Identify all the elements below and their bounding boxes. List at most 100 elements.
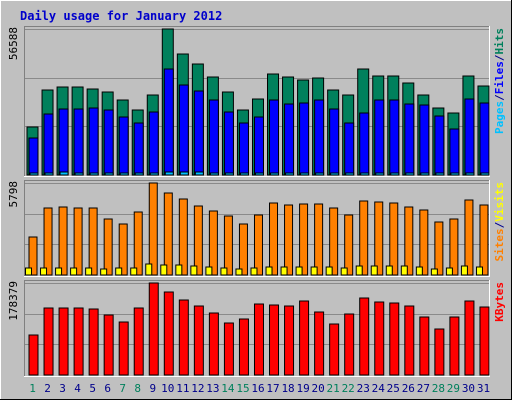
bar-files-day-30 [464, 98, 475, 176]
day-label-12: 12 [191, 382, 204, 395]
bar-visits-day-13 [205, 266, 213, 276]
day-label-4: 4 [74, 382, 81, 395]
legend-item-kbytes: KBytes [493, 282, 506, 322]
bar-visits-day-22 [340, 267, 348, 276]
bar-sites-day-18 [284, 204, 294, 276]
bar-sites-day-12 [193, 205, 203, 276]
bar-kbytes-day-21 [329, 323, 340, 376]
day-label-28: 28 [432, 382, 445, 395]
bar-kbytes-day-3 [58, 307, 69, 376]
bar-files-day-25 [389, 99, 400, 176]
bar-kbytes-day-24 [374, 301, 385, 376]
bar-kbytes-day-2 [43, 307, 54, 376]
bar-files-day-18 [284, 103, 295, 176]
bar-sites-day-4 [73, 207, 83, 276]
bar-sites-day-9 [148, 182, 158, 276]
bar-pages-day-19 [300, 172, 310, 176]
bar-pages-day-5 [89, 172, 99, 176]
bar-files-day-1 [28, 137, 39, 176]
bar-pages-day-2 [44, 172, 54, 176]
bar-sites-day-2 [43, 207, 53, 276]
day-label-27: 27 [417, 382, 430, 395]
bar-kbytes-day-31 [479, 306, 490, 376]
bar-pages-day-10 [164, 171, 174, 176]
day-label-19: 19 [296, 382, 309, 395]
bar-files-day-23 [359, 112, 370, 176]
bar-visits-day-3 [55, 267, 63, 276]
bar-kbytes-day-5 [88, 308, 99, 376]
y-axis-max-label: 178379 [7, 281, 20, 321]
bar-sites-day-22 [344, 214, 354, 276]
day-label-23: 23 [357, 382, 370, 395]
bar-files-day-9 [148, 111, 159, 176]
bar-pages-day-13 [209, 172, 219, 176]
legend-item-: / [493, 54, 506, 61]
x-axis-day-labels: 1 2 3 4 5 6 7 8 9 10 11 12 13 14 15 16 17 18 19 20 21 22 23 24 2… [29, 382, 490, 395]
day-label-21: 21 [327, 382, 340, 395]
day-label-14: 14 [221, 382, 235, 395]
bar-files-day-16 [253, 116, 264, 176]
bar-sites-day-14 [223, 215, 233, 276]
bar-visits-day-8 [130, 267, 138, 276]
bar-kbytes-day-27 [419, 316, 430, 376]
bar-kbytes-day-4 [73, 307, 84, 376]
bar-visits-day-24 [370, 265, 378, 276]
bar-sites-day-29 [449, 218, 459, 276]
bar-pages-day-14 [224, 172, 234, 176]
bar-kbytes-day-20 [314, 311, 325, 376]
bar-kbytes-day-28 [434, 328, 445, 376]
bar-pages-day-22 [345, 172, 355, 176]
bar-visits-day-15 [235, 268, 243, 276]
bar-sites-day-27 [419, 209, 429, 276]
bar-kbytes-day-11 [178, 299, 189, 376]
day-label-31: 31 [477, 382, 490, 395]
bar-sites-day-10 [163, 192, 173, 276]
bar-sites-day-31 [479, 204, 489, 276]
bar-pages-day-29 [450, 172, 460, 176]
bar-pages-day-4 [74, 172, 84, 176]
y-axis-max-label: 56588 [7, 27, 20, 60]
bar-files-day-13 [208, 99, 219, 176]
bar-visits-day-25 [385, 265, 393, 276]
bar-visits-day-31 [475, 266, 483, 276]
day-label-13: 13 [206, 382, 219, 395]
bar-pages-day-9 [149, 172, 159, 176]
bar-sites-day-24 [374, 201, 384, 276]
bar-visits-day-11 [175, 264, 183, 276]
bar-kbytes-day-10 [163, 291, 174, 376]
bar-pages-day-31 [480, 172, 490, 176]
day-label-18: 18 [281, 382, 294, 395]
day-label-26: 26 [402, 382, 415, 395]
legend-item-pages: Pages [493, 101, 506, 134]
bar-kbytes-day-15 [238, 318, 249, 376]
chart-panels: 56588Pages/Files/Hits5798Sites/Visits178… [7, 26, 506, 377]
bar-pages-day-28 [435, 172, 445, 176]
bar-files-day-7 [118, 116, 129, 176]
bar-sites-day-3 [58, 206, 68, 276]
legend: Pages/Files/Hits [493, 28, 506, 134]
legend-item-visits: Visits [493, 182, 506, 222]
bar-visits-day-17 [265, 266, 273, 276]
day-label-2: 2 [44, 382, 51, 395]
bar-pages-day-18 [285, 172, 295, 176]
bar-visits-day-4 [70, 267, 78, 276]
bar-kbytes-day-30 [464, 300, 475, 376]
bar-files-day-17 [269, 99, 280, 176]
bar-kbytes-day-19 [299, 300, 310, 376]
bar-pages-day-15 [239, 172, 249, 176]
bar-files-day-24 [374, 99, 385, 176]
bar-visits-day-12 [190, 265, 198, 276]
legend-item-hits: Hits [493, 28, 506, 55]
bar-files-day-21 [329, 108, 340, 176]
bar-files-day-3 [58, 108, 69, 176]
bar-kbytes-day-16 [253, 303, 264, 376]
day-label-11: 11 [176, 382, 189, 395]
bar-pages-day-21 [330, 172, 340, 176]
day-label-5: 5 [89, 382, 96, 395]
bar-pages-day-24 [375, 172, 385, 176]
bar-files-day-14 [223, 111, 234, 176]
bar-visits-day-1 [25, 267, 32, 276]
bar-sites-day-20 [314, 203, 324, 276]
day-label-7: 7 [119, 382, 126, 395]
bar-pages-day-25 [390, 172, 400, 176]
